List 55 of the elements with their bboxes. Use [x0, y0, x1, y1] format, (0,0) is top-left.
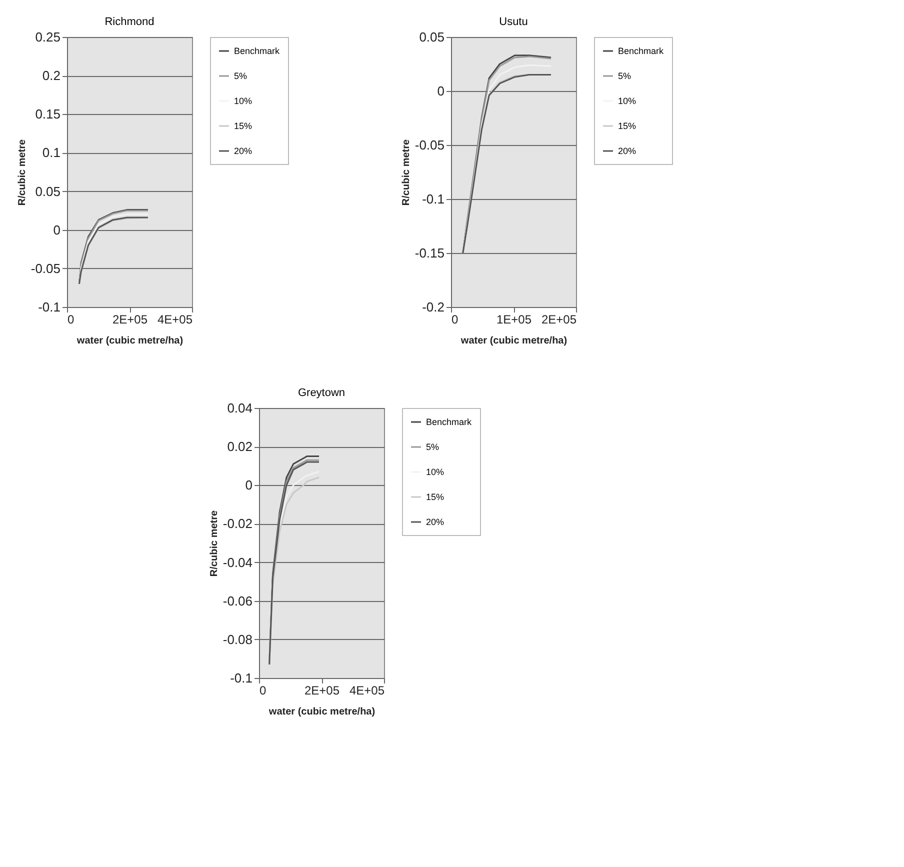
y-tick-label: 0: [245, 478, 252, 493]
x-tick-label: 4E+05: [349, 684, 385, 698]
x-tick-label: 0: [452, 312, 458, 326]
chart-title: Richmond: [104, 16, 154, 28]
chart-title: Greytown: [298, 387, 346, 399]
y-tick-label: -0.02: [222, 516, 252, 532]
y-tick-label: -0.04: [222, 554, 252, 570]
x-axis-title: water (cubic metre/ha): [460, 336, 568, 346]
y-tick-label: -0.1: [422, 192, 444, 206]
x-axis-title: water (cubic metre/ha): [268, 706, 376, 718]
x-tick-label: 0: [260, 684, 266, 698]
x-tick-label: 2E+05: [541, 312, 577, 326]
y-tick-label: -0.06: [222, 593, 252, 608]
y-axis-title: R/cubic metre: [208, 510, 220, 577]
x-tick-label: 0: [68, 312, 74, 326]
legend-label: 20%: [426, 517, 444, 527]
chart-title: Usutu: [499, 16, 528, 28]
y-tick-label: 0: [53, 222, 60, 238]
y-tick-label: -0.1: [38, 300, 60, 314]
y-tick-label: -0.05: [414, 138, 444, 152]
y-tick-label: -0.1: [230, 670, 252, 686]
legend-label: 5%: [426, 442, 440, 452]
y-tick-label: 0.15: [35, 106, 60, 122]
x-tick-label: 2E+05: [112, 312, 148, 326]
x-axis-title: water (cubic metre/ha): [76, 336, 184, 346]
y-tick-label: 0: [437, 84, 444, 98]
y-tick-label: -0.15: [414, 246, 444, 260]
y-tick-label: 0.05: [35, 184, 60, 199]
y-tick-label: -0.2: [422, 300, 444, 314]
x-tick-label: 1E+05: [496, 312, 532, 326]
legend-label: 15%: [426, 492, 444, 502]
y-axis-title: R/cubic metre: [400, 139, 412, 206]
x-tick-label: 4E+05: [157, 312, 193, 326]
legend-label: 20%: [234, 146, 252, 156]
y-tick-label: 0.2: [42, 68, 60, 84]
y-tick-label: 0.02: [227, 439, 252, 454]
y-axis-title: R/cubic metre: [16, 139, 28, 206]
legend-label: 20%: [618, 146, 636, 156]
y-tick-label: 0.1: [42, 145, 60, 160]
legend-label: 10%: [618, 96, 636, 106]
legend-label: 5%: [618, 71, 632, 81]
y-tick-label: 0.04: [227, 400, 252, 416]
legend-label: 10%: [234, 96, 252, 106]
legend-label: 5%: [234, 71, 248, 81]
x-tick-label: 2E+05: [304, 684, 340, 698]
legend-label: Benchmark: [426, 417, 472, 427]
legend-label: 15%: [618, 121, 636, 131]
y-tick-label: -0.08: [222, 632, 252, 647]
legend-label: Benchmark: [618, 46, 664, 56]
y-tick-label: 0.05: [419, 30, 444, 44]
y-tick-label: 0.25: [35, 30, 60, 44]
y-tick-label: -0.05: [30, 260, 60, 276]
legend-label: Benchmark: [234, 46, 280, 56]
legend-label: 10%: [426, 467, 444, 477]
legend-label: 15%: [234, 121, 252, 131]
